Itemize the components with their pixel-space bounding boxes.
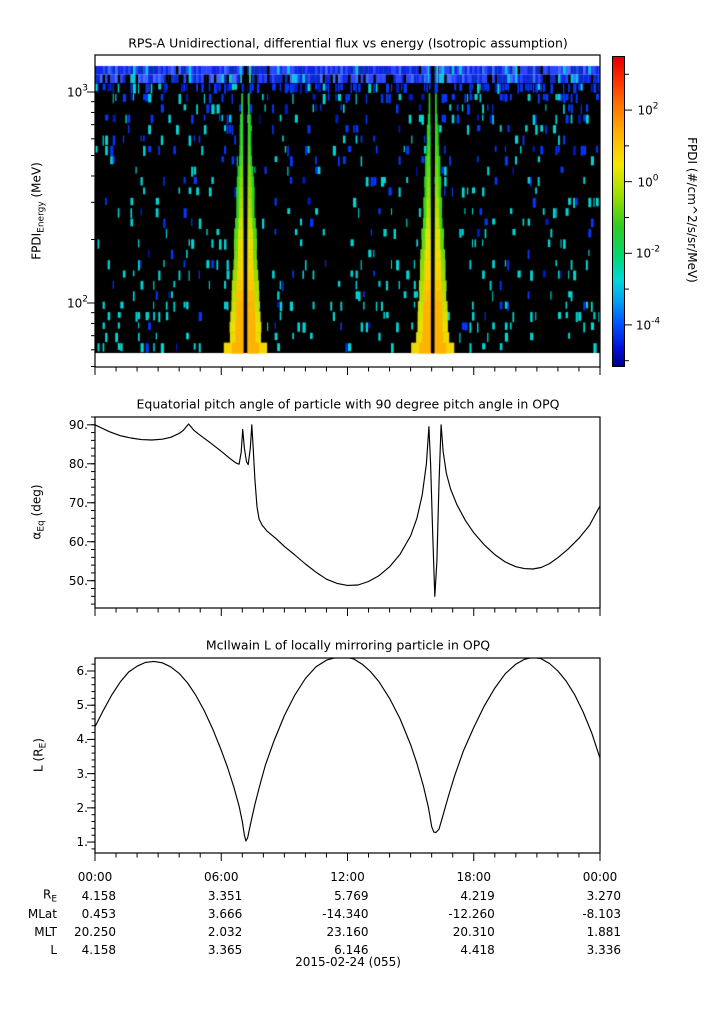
pitch-angle-title: Equatorial pitch angle of particle with … bbox=[136, 396, 560, 412]
ephemeris-value: 3.666 bbox=[207, 906, 243, 921]
spectrogram-title: RPS-A Unidirectional, differential flux … bbox=[128, 35, 568, 51]
l-tick-label: 6. bbox=[76, 664, 88, 678]
ephemeris-value: -8.103 bbox=[582, 906, 621, 921]
date-annotation: 2015-02-24 (055) bbox=[295, 955, 401, 969]
ephemeris-value: 23.160 bbox=[326, 924, 369, 939]
pitch-tick-label: 60. bbox=[68, 534, 88, 549]
ephemeris-row-label: MLT bbox=[34, 924, 57, 939]
ephemeris-value: 20.310 bbox=[452, 924, 495, 939]
ephemeris-value: 4.158 bbox=[81, 888, 116, 903]
l-tick-label: 3. bbox=[76, 766, 88, 781]
ephemeris-row-label: RE bbox=[42, 886, 57, 905]
ephemeris-value: 3.336 bbox=[586, 942, 621, 957]
colorbar-label: FPDI (#/cm^2/s/sr/MeV) bbox=[685, 137, 699, 283]
colorbar-tick-label: 102 bbox=[637, 101, 659, 118]
ephemeris-value: 3.351 bbox=[207, 888, 243, 903]
mcilwain-title: McIlwain L of locally mirroring particle… bbox=[205, 637, 491, 653]
pitch-tick-label: 80. bbox=[68, 456, 88, 471]
colorbar bbox=[612, 56, 625, 367]
l-tick-label: 4. bbox=[76, 732, 88, 747]
pitch-axis-label: αEq (deg) bbox=[29, 484, 47, 540]
ephemeris-row-label: MLat bbox=[27, 906, 57, 921]
ephemeris-value: -12.260 bbox=[448, 906, 495, 921]
l-tick-label: 5. bbox=[76, 698, 88, 713]
ephemeris-value: 5.769 bbox=[334, 888, 369, 903]
time-tick-label: 00:00 bbox=[77, 870, 113, 884]
energy-tick-label: 102 bbox=[66, 294, 88, 311]
colorbar-tick-label: 10-2 bbox=[635, 244, 661, 261]
colorbar-tick-label: 10-4 bbox=[635, 316, 661, 333]
pitch-tick-label: 90. bbox=[68, 417, 88, 432]
pitch-tick-label: 50. bbox=[68, 573, 88, 588]
ephemeris-value: 20.250 bbox=[74, 924, 116, 939]
ephemeris-value: 1.881 bbox=[586, 924, 621, 939]
ephemeris-value: 4.418 bbox=[460, 942, 495, 957]
colorbar-tick-label: 100 bbox=[637, 173, 659, 190]
ephemeris-value: 4.219 bbox=[460, 888, 495, 903]
ephemeris-value: 0.453 bbox=[81, 906, 116, 921]
ephemeris-row-label: L bbox=[50, 942, 57, 957]
time-tick-label: 12:00 bbox=[330, 870, 365, 884]
ephemeris-value: 6.146 bbox=[334, 942, 369, 957]
l-tick-label: 2. bbox=[76, 800, 88, 815]
ephemeris-value: 3.365 bbox=[207, 942, 243, 957]
energy-tick-label: 103 bbox=[66, 83, 88, 100]
time-tick-label: 06:00 bbox=[203, 870, 239, 884]
ephemeris-value: -14.340 bbox=[322, 906, 369, 921]
energy-axis-label: FPDIEnergy (MeV) bbox=[29, 162, 47, 260]
ephemeris-value: 3.270 bbox=[586, 888, 621, 903]
time-tick-label: 00:00 bbox=[582, 870, 618, 884]
spectrogram-image bbox=[95, 55, 600, 367]
ephemeris-value: 4.158 bbox=[81, 942, 116, 957]
l-tick-label: 1. bbox=[76, 835, 88, 850]
time-tick-label: 18:00 bbox=[456, 870, 492, 884]
ephemeris-value: 2.032 bbox=[207, 924, 243, 939]
pitch-tick-label: 70. bbox=[68, 495, 88, 510]
